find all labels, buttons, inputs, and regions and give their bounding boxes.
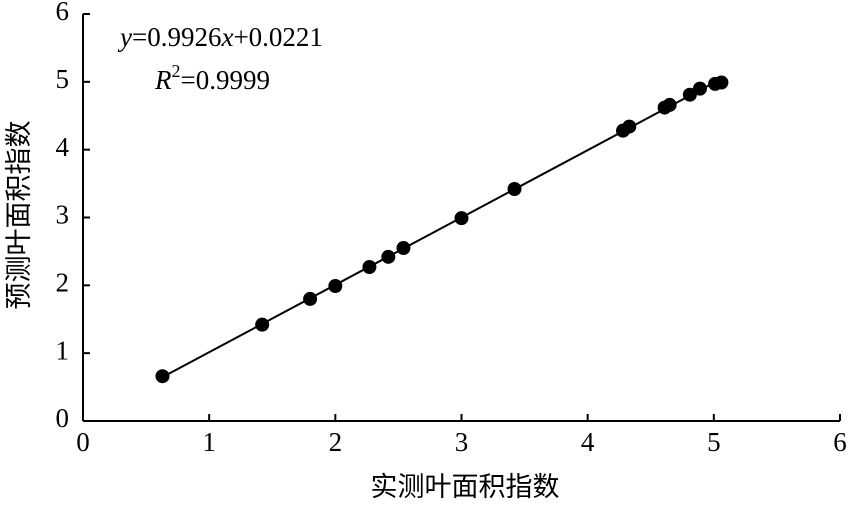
equation-part: +0.0221 — [233, 22, 322, 52]
point — [662, 97, 677, 112]
y-tick-label: 6 — [56, 0, 70, 26]
r-squared-part: 2 — [172, 61, 181, 81]
point — [362, 260, 377, 275]
equation-part: =0.9926 — [132, 22, 221, 52]
y-tick-label: 1 — [56, 335, 70, 365]
point — [255, 317, 270, 332]
point — [303, 291, 318, 306]
point — [396, 241, 411, 256]
point — [507, 182, 522, 197]
x-tick-label: 6 — [833, 427, 847, 457]
x-tick-label: 4 — [581, 427, 595, 457]
x-tick-label: 1 — [202, 427, 216, 457]
y-tick-label: 2 — [56, 268, 70, 298]
x-tick-label: 2 — [329, 427, 343, 457]
point — [682, 87, 697, 102]
x-tick-label: 3 — [455, 427, 469, 457]
point — [454, 211, 469, 226]
equation-part: x — [220, 22, 233, 52]
x-tick-label: 0 — [76, 427, 90, 457]
trendline — [162, 77, 722, 378]
equation: y=0.9926x+0.0221 — [117, 22, 323, 52]
y-tick-label: 4 — [56, 132, 70, 162]
point — [714, 75, 729, 90]
r-squared-part: =0.9999 — [181, 65, 270, 95]
equation-part: y — [117, 22, 132, 52]
y-tick-label: 3 — [56, 200, 70, 230]
y-axis-label: 预测叶面积指数 — [4, 121, 34, 310]
point — [155, 369, 170, 384]
y-tick-label: 5 — [56, 64, 70, 94]
point — [692, 81, 707, 96]
point — [328, 279, 343, 294]
point — [622, 119, 637, 134]
point — [381, 249, 396, 264]
y-tick-label: 0 — [56, 403, 70, 433]
x-tick-label: 5 — [707, 427, 721, 457]
x-axis-label: 实测叶面积指数 — [371, 472, 560, 502]
r-squared: R2=0.9999 — [154, 61, 270, 95]
r-squared-part: R — [154, 65, 172, 95]
